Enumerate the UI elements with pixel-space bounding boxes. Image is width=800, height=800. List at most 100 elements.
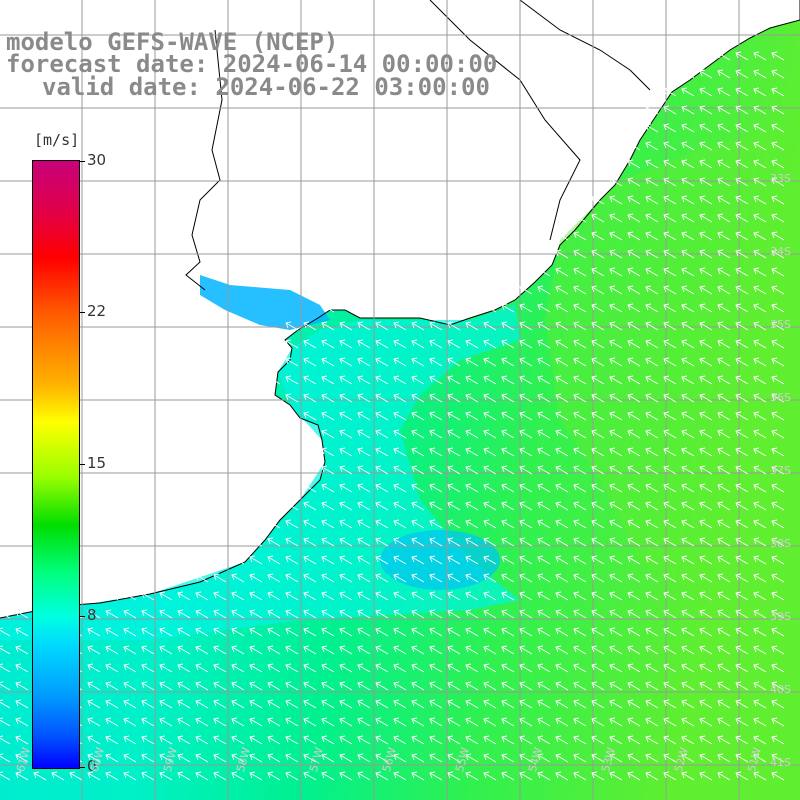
wind-arrow xyxy=(519,520,533,529)
wind-arrow xyxy=(393,718,407,727)
wind-arrow-head xyxy=(663,519,670,527)
wind-arrow xyxy=(519,556,533,565)
wind-arrow-head xyxy=(555,447,562,455)
wind-arrow xyxy=(159,664,173,673)
wind-arrow xyxy=(771,322,785,331)
wind-arrow xyxy=(285,628,299,637)
wind-arrow-head xyxy=(267,555,274,563)
wind-arrow-head xyxy=(249,627,256,635)
wind-arrow-head xyxy=(537,699,544,707)
wind-arrow xyxy=(771,736,785,745)
wind-arrow-head xyxy=(447,771,454,779)
wind-arrow xyxy=(231,592,245,601)
wind-arrow xyxy=(195,628,209,637)
wind-arrow xyxy=(699,718,713,727)
wind-arrow xyxy=(105,628,119,637)
wind-arrow xyxy=(447,772,461,781)
wind-arrow-head xyxy=(249,753,256,761)
wind-arrow xyxy=(465,646,479,655)
wind-arrow-head xyxy=(645,483,652,491)
wind-arrow xyxy=(645,574,659,583)
wind-arrow-head xyxy=(771,735,778,743)
wind-arrow xyxy=(699,484,713,493)
wind-arrow xyxy=(0,737,11,745)
wind-arrow xyxy=(213,592,227,601)
wind-arrow-head xyxy=(573,249,580,257)
wind-arrow-head xyxy=(591,753,598,761)
wind-arrow xyxy=(609,178,623,187)
wind-arrow xyxy=(771,754,785,763)
wind-arrow xyxy=(627,322,641,331)
wind-arrow-head xyxy=(771,375,778,383)
wind-arrow xyxy=(645,430,659,439)
wind-arrow xyxy=(15,664,29,673)
wind-arrow-head xyxy=(627,555,634,563)
wind-arrow-head xyxy=(681,393,688,401)
colorbar-tick-label: 8 xyxy=(87,606,97,624)
wind-arrow xyxy=(87,664,101,673)
wind-arrow xyxy=(573,664,587,673)
wind-arrow-head xyxy=(285,591,292,599)
wind-arrow xyxy=(375,412,389,421)
wind-arrow xyxy=(303,754,317,763)
wind-arrow xyxy=(735,358,749,367)
wind-arrow xyxy=(267,664,281,673)
wind-arrow-head xyxy=(771,87,778,95)
wind-arrow-head xyxy=(771,303,778,311)
wind-arrow xyxy=(447,628,461,637)
wind-arrow xyxy=(285,700,299,709)
wind-arrow xyxy=(753,232,767,241)
wind-arrow xyxy=(285,736,299,745)
wind-arrow-head xyxy=(465,735,472,743)
wind-arrow-head xyxy=(717,771,724,779)
wind-arrow-head xyxy=(519,447,526,455)
wind-arrow-head xyxy=(393,753,400,761)
wind-arrow-head xyxy=(735,321,742,329)
wind-arrow xyxy=(267,682,281,691)
latitude-label: 41S xyxy=(770,756,791,769)
wind-arrow xyxy=(321,592,335,601)
wind-arrow-head xyxy=(627,159,634,167)
wind-arrow-head xyxy=(771,51,778,59)
wind-arrow-head xyxy=(483,735,490,743)
wind-arrow xyxy=(753,214,767,223)
wind-arrow xyxy=(771,592,785,601)
wind-arrow xyxy=(285,754,299,763)
wind-arrow-head xyxy=(555,285,562,293)
wind-arrow-head xyxy=(609,231,616,239)
wind-arrow xyxy=(339,484,353,493)
wind-arrow xyxy=(501,484,515,493)
wind-arrow xyxy=(627,754,641,763)
wind-arrow-head xyxy=(771,177,778,185)
wind-arrow xyxy=(375,700,389,709)
wind-arrow xyxy=(681,682,695,691)
wind-arrow-head xyxy=(717,555,724,563)
wind-arrow xyxy=(573,502,587,511)
wind-arrow xyxy=(177,628,191,637)
wind-arrow xyxy=(555,556,569,565)
wind-arrow-head xyxy=(411,375,418,383)
wind-arrow xyxy=(411,340,425,349)
wind-arrow xyxy=(411,358,425,367)
wind-arrow-head xyxy=(699,285,706,293)
wind-arrow-head xyxy=(357,465,364,473)
wind-arrow-head xyxy=(663,339,670,347)
wind-arrow-head xyxy=(591,465,598,473)
wind-arrow xyxy=(717,556,731,565)
wind-arrow xyxy=(717,160,731,169)
wind-arrow-head xyxy=(501,753,508,761)
wind-arrow-head xyxy=(87,735,94,743)
wind-arrow xyxy=(699,700,713,709)
wind-arrow xyxy=(591,610,605,619)
wind-arrow-head xyxy=(663,375,670,383)
wind-arrow xyxy=(411,628,425,637)
wind-arrow-head xyxy=(771,465,778,473)
wind-arrow-head xyxy=(303,573,310,581)
wind-arrow-head xyxy=(735,627,742,635)
wind-arrow xyxy=(213,628,227,637)
wind-arrow xyxy=(753,88,767,97)
wind-arrow xyxy=(753,736,767,745)
wind-arrow-head xyxy=(195,645,202,653)
wind-arrow-head xyxy=(105,663,112,671)
wind-arrow-head xyxy=(627,771,634,779)
